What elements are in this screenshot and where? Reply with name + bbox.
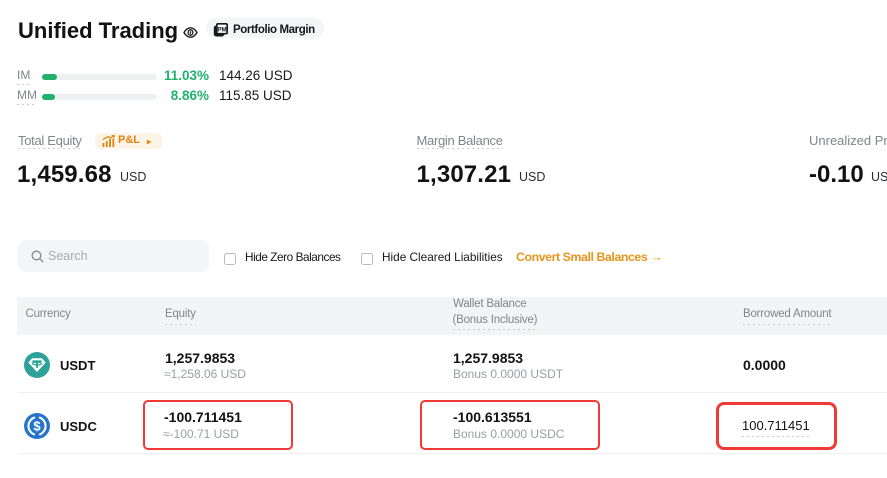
svg-text:$: $	[33, 419, 41, 434]
svg-text:PM: PM	[217, 26, 226, 33]
